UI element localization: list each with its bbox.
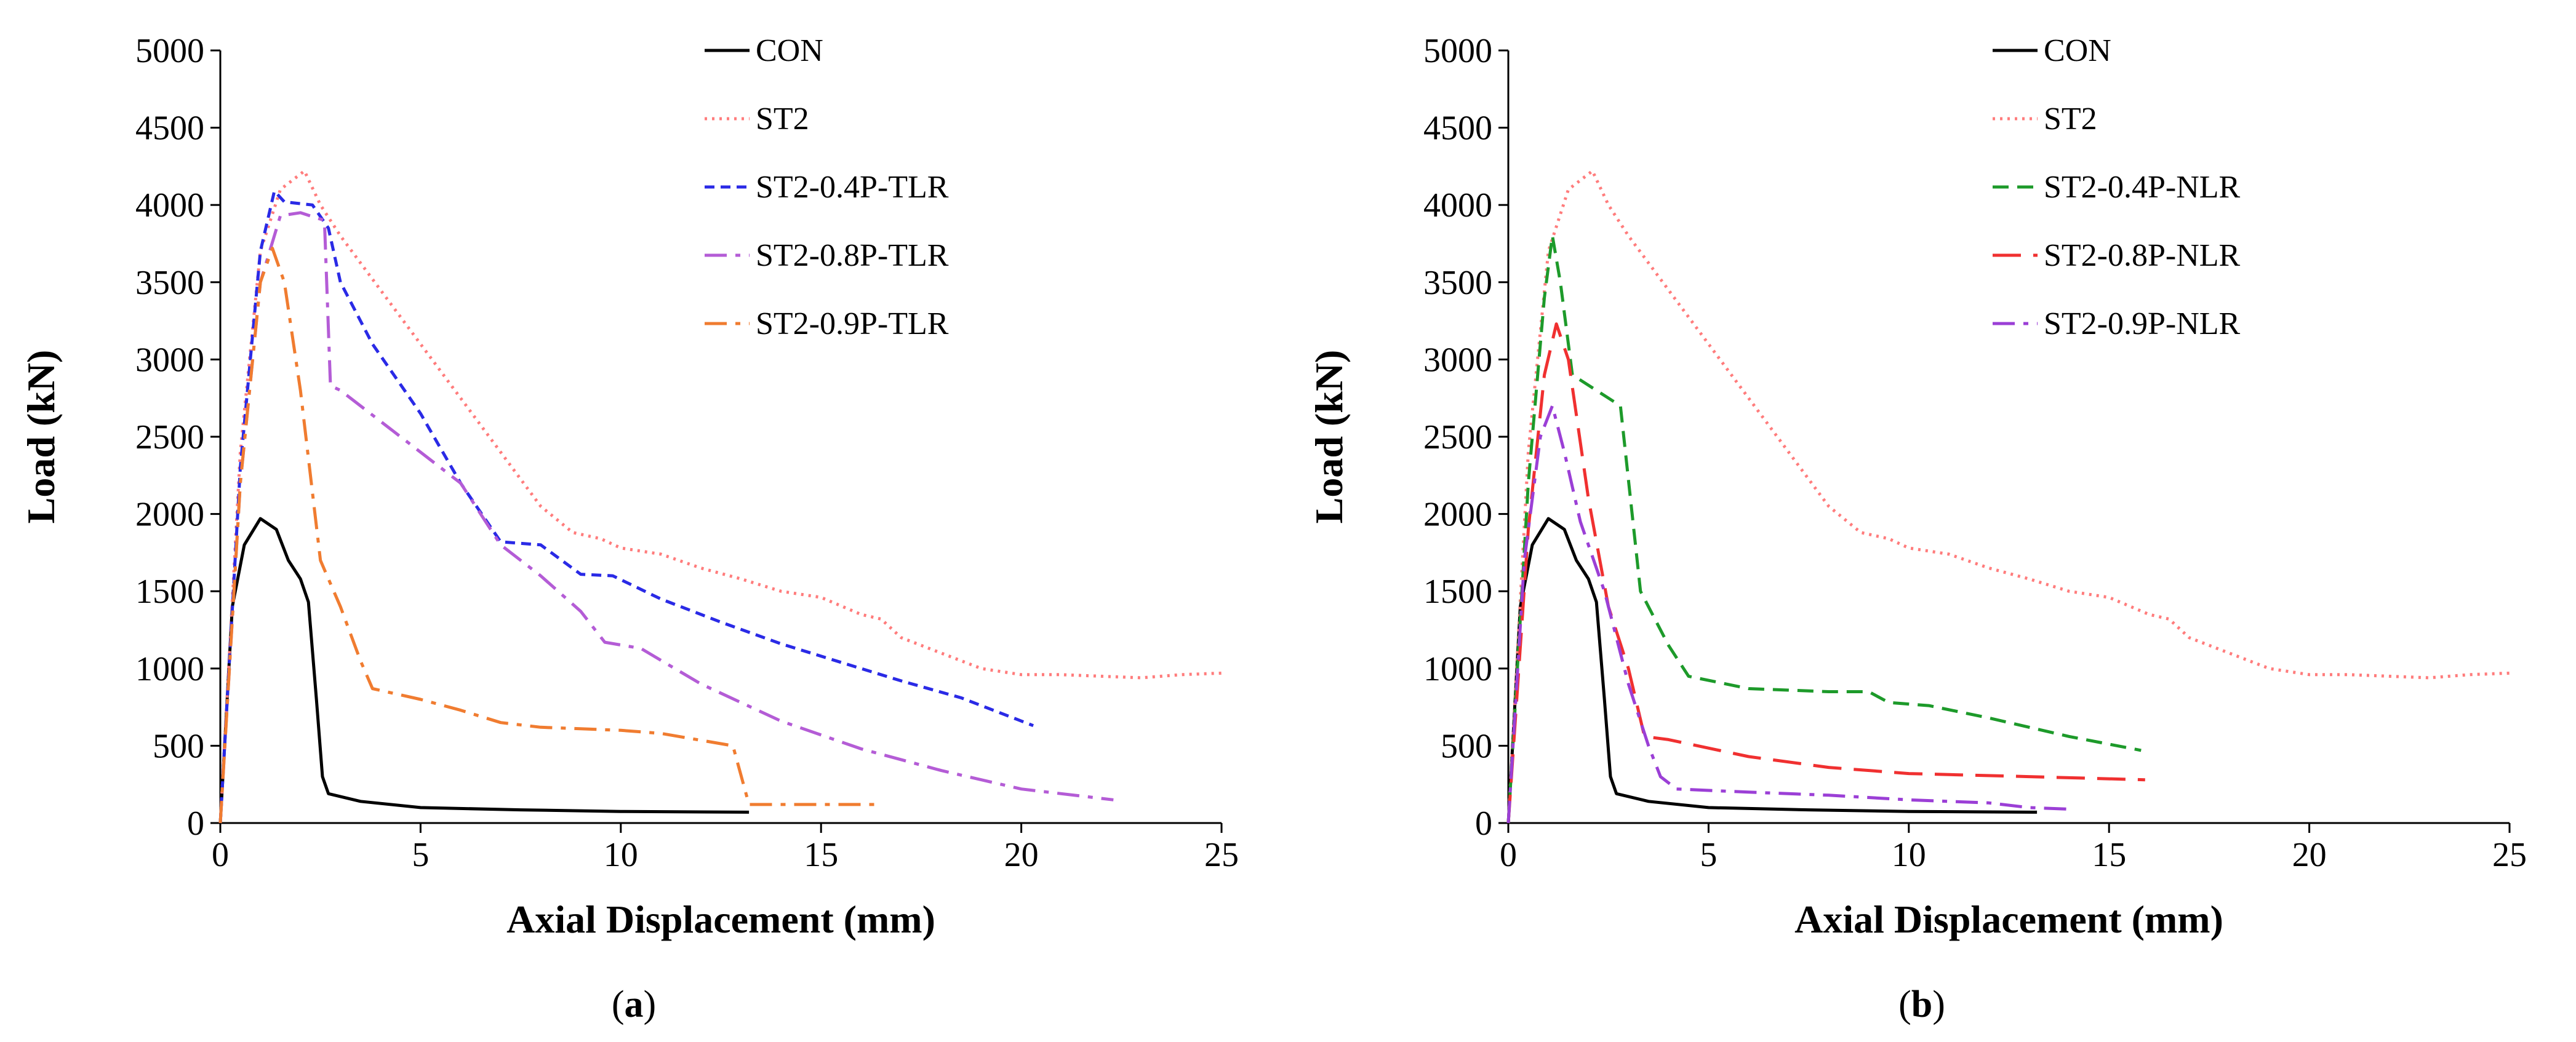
y-tick-label: 3500: [135, 264, 204, 302]
series-line-st2-0-4p-nlr: [1506, 234, 2142, 824]
legend-label-st2-0-9p-tlr: ST2-0.9P-TLR: [756, 306, 949, 341]
legend-label-con: CON: [756, 33, 823, 68]
x-tick-label: 5: [1700, 836, 1717, 874]
y-tick-label: 3000: [1423, 341, 1492, 379]
x-axis-label: Axial Displacement (mm): [506, 897, 935, 941]
x-tick-label: 10: [1892, 836, 1926, 874]
series-line-con: [1506, 517, 2038, 824]
y-tick-label: 2000: [1423, 496, 1492, 534]
legend-label-st2-0-8p-tlr: ST2-0.8P-TLR: [756, 238, 949, 273]
y-tick-label: 2500: [1423, 418, 1492, 456]
y-tick-label: 4500: [135, 109, 204, 148]
series-line-st2-0-9p-tlr: [218, 247, 878, 824]
y-axis-label: Load (kN): [19, 350, 63, 524]
y-tick-label: 1000: [1423, 650, 1492, 688]
series-line-st2: [218, 169, 1222, 824]
subfigure-label: a: [625, 984, 644, 1025]
x-tick-label: 25: [2492, 836, 2527, 874]
y-tick-label: 5000: [135, 32, 204, 70]
x-tick-label: 25: [1204, 836, 1239, 874]
series-line-con: [218, 517, 750, 824]
y-tick-label: 1000: [135, 650, 204, 688]
x-tick-label: 0: [212, 836, 229, 874]
legend-label-con: CON: [2044, 33, 2111, 68]
x-tick-label: 5: [412, 836, 429, 874]
y-tick-label: 4000: [135, 186, 204, 225]
series-line-st2-0-8p-nlr: [1506, 322, 2145, 824]
y-tick-label: 2500: [135, 418, 204, 456]
subfigure-label: b: [1911, 984, 1932, 1025]
y-tick-label: 0: [1475, 805, 1492, 843]
x-tick-label: 20: [1004, 836, 1039, 874]
legend-label-st2: ST2: [756, 101, 809, 137]
x-tick-label: 10: [604, 836, 638, 874]
subfigure-caption: (a): [612, 984, 656, 1025]
legend-label-st2-0-8p-nlr: ST2-0.8P-NLR: [2044, 238, 2241, 273]
chart-a: 0 500 1000 1500 2000 2500 3000 3500 4000 4500 5000…: [19, 32, 1239, 1025]
legend-label-st2-0-9p-nlr: ST2-0.9P-NLR: [2044, 306, 2241, 341]
subfigure-caption: (b): [1898, 984, 1945, 1025]
series-line-st2: [1506, 169, 2510, 824]
x-tick-label: 15: [804, 836, 838, 874]
y-tick-label: 4000: [1423, 186, 1492, 225]
legend-label-st2-0-4p-tlr: ST2-0.4P-TLR: [756, 170, 949, 205]
y-axis-label: Load (kN): [1307, 350, 1351, 524]
y-tick-label: 2000: [135, 496, 204, 534]
chart-b: 0 500 1000 1500 2000 2500 3000 3500 4000 4500 5000…: [1307, 32, 2527, 1025]
x-tick-label: 20: [2292, 836, 2327, 874]
y-tick-label: 5000: [1423, 32, 1492, 70]
y-tick-label: 0: [187, 805, 204, 843]
legend-label-st2: ST2: [2044, 101, 2097, 137]
x-axis-label: Axial Displacement (mm): [1794, 897, 2223, 941]
x-tick-label: 0: [1500, 836, 1517, 874]
y-tick-label: 3500: [1423, 264, 1492, 302]
x-tick-label: 15: [2092, 836, 2126, 874]
y-tick-label: 1500: [135, 573, 204, 611]
y-tick-label: 1500: [1423, 573, 1492, 611]
y-tick-label: 500: [1441, 727, 1492, 765]
legend-label-st2-0-4p-nlr: ST2-0.4P-NLR: [2044, 170, 2241, 205]
series-line-st2-0-4p-tlr: [218, 189, 1034, 824]
series-line-st2-0-9p-nlr: [1506, 404, 2070, 824]
series-line-st2-0-8p-tlr: [218, 211, 1114, 824]
y-tick-label: 500: [153, 727, 204, 765]
y-tick-label: 4500: [1423, 109, 1492, 148]
y-tick-label: 3000: [135, 341, 204, 379]
